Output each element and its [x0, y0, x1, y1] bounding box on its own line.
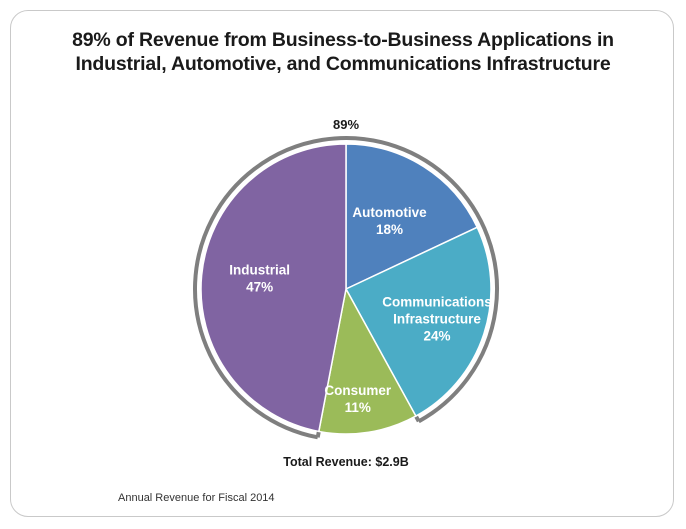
chart-footnote: Annual Revenue for Fiscal 2014 — [118, 492, 275, 504]
chart-title-line-2: Industrial, Automotive, and Communicatio… — [75, 53, 611, 75]
pie-slice-automotive — [345, 143, 479, 291]
slice-label-industrial: Industrial 47% — [229, 263, 290, 295]
chart-title-line-1: 89% of Revenue from Business-to-Business… — [72, 29, 614, 51]
total-revenue-label: Total Revenue: $2.9B — [283, 455, 409, 469]
slice-label-automotive: Automotive 18% — [352, 205, 427, 237]
pie-slice-communications-infrastructure — [344, 226, 492, 418]
slice-label-communications-infrastructure: Communications Infrastructure 24% — [382, 295, 492, 344]
slice-label-consumer: Consumer 11% — [324, 383, 392, 415]
pie-slice-consumer — [317, 286, 417, 435]
b2b-bracket-arc — [193, 136, 499, 440]
bracket-percentage-label: 89% — [332, 117, 360, 132]
pie-slice-industrial — [200, 143, 347, 433]
chart-title: 89% of Revenue from Business-to-Business… — [0, 28, 686, 76]
